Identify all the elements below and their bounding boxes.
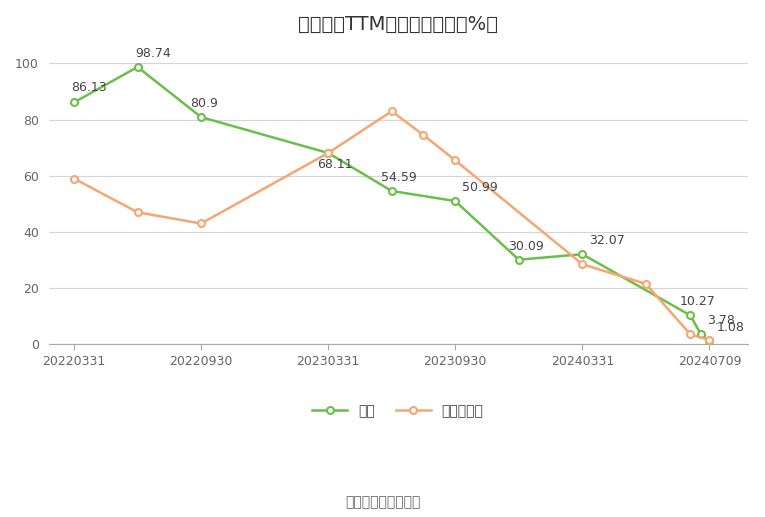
Text: 数据来源：恒生聚源: 数据来源：恒生聚源: [345, 496, 420, 510]
Text: 1.08: 1.08: [716, 321, 744, 334]
Line: 行业中位数: 行业中位数: [70, 108, 713, 343]
公司: [451, 198, 460, 204]
行业中位数: [641, 281, 650, 287]
公司: [324, 150, 333, 156]
行业中位数: [387, 108, 396, 114]
行业中位数: [419, 132, 428, 138]
Line: 公司: 公司: [70, 64, 713, 345]
行业中位数: [133, 209, 142, 216]
行业中位数: [705, 337, 714, 343]
Text: 3.78: 3.78: [708, 314, 735, 327]
Text: 54.59: 54.59: [381, 171, 416, 184]
行业中位数: [197, 220, 206, 226]
Legend: 公司, 行业中位数: 公司, 行业中位数: [307, 398, 489, 423]
Text: 98.74: 98.74: [135, 47, 171, 60]
行业中位数: [578, 261, 587, 267]
Text: 10.27: 10.27: [679, 295, 715, 309]
公司: [696, 330, 705, 337]
公司: [133, 64, 142, 70]
Text: 80.9: 80.9: [190, 97, 218, 110]
公司: [705, 338, 714, 344]
行业中位数: [451, 157, 460, 163]
公司: [514, 256, 523, 263]
公司: [685, 312, 695, 318]
Title: 市销率（TTM）历史百分位（%）: 市销率（TTM）历史百分位（%）: [298, 15, 498, 34]
公司: [578, 251, 587, 257]
公司: [197, 114, 206, 120]
Text: 86.13: 86.13: [71, 81, 107, 94]
Text: 32.07: 32.07: [589, 234, 625, 247]
Text: 30.09: 30.09: [508, 240, 543, 253]
行业中位数: [685, 331, 695, 338]
行业中位数: [70, 175, 79, 181]
Text: 50.99: 50.99: [462, 181, 498, 194]
行业中位数: [324, 150, 333, 156]
公司: [70, 99, 79, 105]
Text: 68.11: 68.11: [317, 158, 353, 171]
公司: [387, 188, 396, 194]
